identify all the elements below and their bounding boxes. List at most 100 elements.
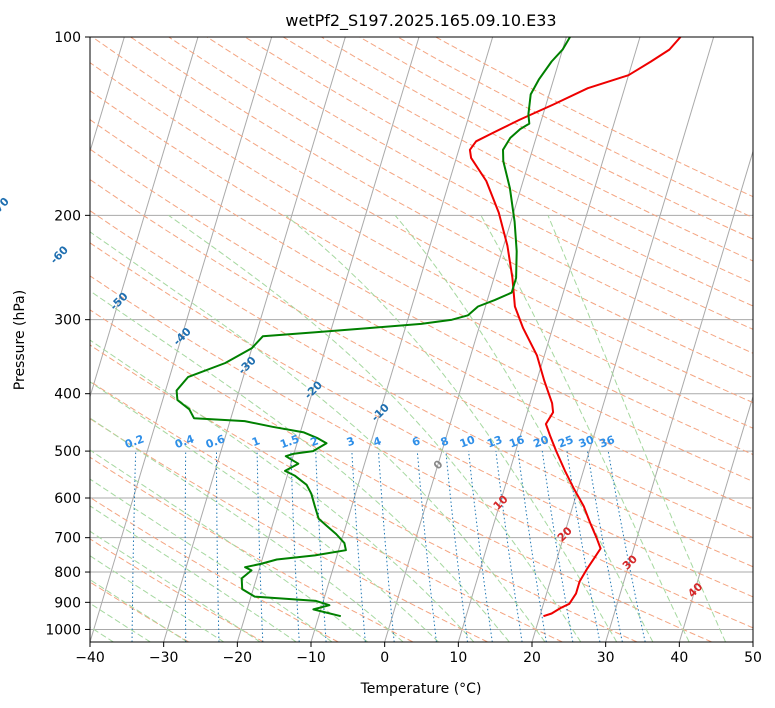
y-tick-label: 300 <box>54 313 81 329</box>
dry-adiabat-line <box>90 242 753 598</box>
dry-adiabat-line <box>90 344 638 642</box>
moist-adiabat-line <box>90 505 297 642</box>
mixing-ratio-label: 8 <box>439 434 451 449</box>
moist-adiabat-line <box>90 290 510 642</box>
isotherm-line <box>90 37 199 399</box>
mixing-ratio-line <box>445 451 468 642</box>
mixing-ratio-line <box>495 451 523 642</box>
plot-frame <box>89 36 754 643</box>
moist-adiabat-line <box>285 214 618 642</box>
mixing-ratio-label: 4 <box>371 434 383 449</box>
isotherm-line <box>457 37 641 642</box>
mixing-ratio-label: 0.4 <box>173 432 196 451</box>
mixing-ratio-line <box>587 451 623 642</box>
dry-adiabat-line <box>90 90 753 456</box>
dry-adiabat-line <box>244 37 753 307</box>
dry-adiabat-line <box>92 37 753 404</box>
mixing-ratio-label: 2 <box>309 434 321 449</box>
x-tick-label: 0 <box>380 650 389 666</box>
dry-adiabat-line <box>90 538 264 642</box>
mixing-ratio-line <box>416 451 437 642</box>
isotherm-line <box>163 37 346 642</box>
x-tick-label: 20 <box>523 650 541 666</box>
moist-adiabat-line <box>90 231 546 642</box>
y-tick-label: 1000 <box>45 622 81 638</box>
dry-adiabat-line <box>282 37 753 284</box>
x-tick-label: 30 <box>597 650 615 666</box>
dry-adiabat-line <box>90 417 488 642</box>
mixing-ratio-label: 0.2 <box>123 432 146 451</box>
temperature-line <box>468 37 682 618</box>
mixing-ratio-label: 36 <box>598 433 617 451</box>
y-tick-label: 400 <box>54 387 81 403</box>
moist-adiabat-line <box>394 214 654 642</box>
dry-adiabat-line <box>168 37 753 354</box>
isotherm-line <box>531 37 715 642</box>
dry-adiabat-line <box>90 309 712 642</box>
moist-adiabat-lines <box>90 214 727 642</box>
isotherm-line <box>236 37 420 642</box>
mixing-ratio-label: 1 <box>250 434 262 449</box>
x-tick-label: −40 <box>75 650 105 666</box>
isotherm-line <box>678 394 753 642</box>
dry-adiabat-line <box>90 275 753 629</box>
y-tick-label: 500 <box>54 444 81 460</box>
mixing-ratio-label: 16 <box>507 433 526 451</box>
x-tick-label: 40 <box>670 650 688 666</box>
mixing-ratio-line <box>517 451 547 642</box>
isotherm-line <box>90 37 273 642</box>
mixing-ratio-lines <box>131 451 646 642</box>
isotherm-line <box>384 37 567 642</box>
mixing-ratio-line <box>607 451 646 642</box>
dry-adiabat-line <box>90 148 753 510</box>
moist-adiabat-line <box>547 215 727 642</box>
x-tick-label: 50 <box>744 650 762 666</box>
y-axis-ticks: 100 200 300 400 500 600 700 800 900 1000 <box>45 30 90 638</box>
mixing-ratio-line <box>468 451 493 642</box>
mixing-ratio-label: 0.6 <box>204 432 227 451</box>
y-tick-label: 900 <box>54 595 81 611</box>
mixing-ratio-label: 1.5 <box>278 432 301 451</box>
mixing-ratio-label: 25 <box>556 433 575 450</box>
x-tick-label: 10 <box>449 650 467 666</box>
dry-adiabat-lines <box>90 37 753 642</box>
y-axis-title: Pressure (hPa) <box>12 290 28 390</box>
mixing-ratio-label: 3 <box>345 434 357 449</box>
mixing-ratio-label: 20 <box>532 433 551 451</box>
x-axis-ticks: −40 −30 −20 −10 0 10 20 30 40 50 <box>75 642 762 666</box>
dewpoint-line <box>175 37 571 618</box>
dry-adiabat-line <box>90 581 190 642</box>
mixing-ratio-label: 30 <box>577 433 596 451</box>
x-tick-label: −10 <box>296 650 326 666</box>
x-tick-label: −20 <box>223 650 253 666</box>
mixing-ratio-label: 6 <box>410 434 422 449</box>
y-tick-label: 600 <box>54 491 81 507</box>
moist-adiabat-line <box>90 478 333 642</box>
moist-adiabat-line <box>90 530 261 642</box>
isotherm-line <box>605 149 753 642</box>
mixing-ratio-label: 10 <box>458 433 477 451</box>
dry-adiabat-line <box>90 380 563 642</box>
y-tick-label: 200 <box>54 208 81 224</box>
chart-title: wetPf2_S197.2025.165.09.10.E33 <box>285 11 556 31</box>
plot-background <box>90 37 753 642</box>
y-tick-label: 100 <box>54 30 81 46</box>
mixing-ratio-line <box>378 451 395 642</box>
dry-adiabat-line <box>206 37 753 330</box>
dry-adiabat-line <box>90 456 414 642</box>
x-tick-label: −30 <box>149 650 179 666</box>
moist-adiabat-line <box>90 417 404 642</box>
y-tick-label: 800 <box>54 565 81 581</box>
moist-adiabat-line <box>90 381 439 642</box>
sounding-series <box>175 37 682 618</box>
isotherm-line <box>90 37 125 154</box>
moist-adiabat-line <box>480 215 690 642</box>
mixing-ratio-label: 13 <box>485 433 504 450</box>
y-tick-label: 700 <box>54 531 81 547</box>
dry-adiabat-line <box>90 210 753 568</box>
mixing-ratio-labels: 0.2 0.4 0.6 1 1.5 2 3 4 6 8 10 13 16 20 25 30 36 <box>123 432 617 451</box>
dry-adiabat-line <box>90 178 753 539</box>
x-axis-title: Temperature (°C) <box>360 681 482 697</box>
mixing-ratio-line <box>351 451 366 642</box>
